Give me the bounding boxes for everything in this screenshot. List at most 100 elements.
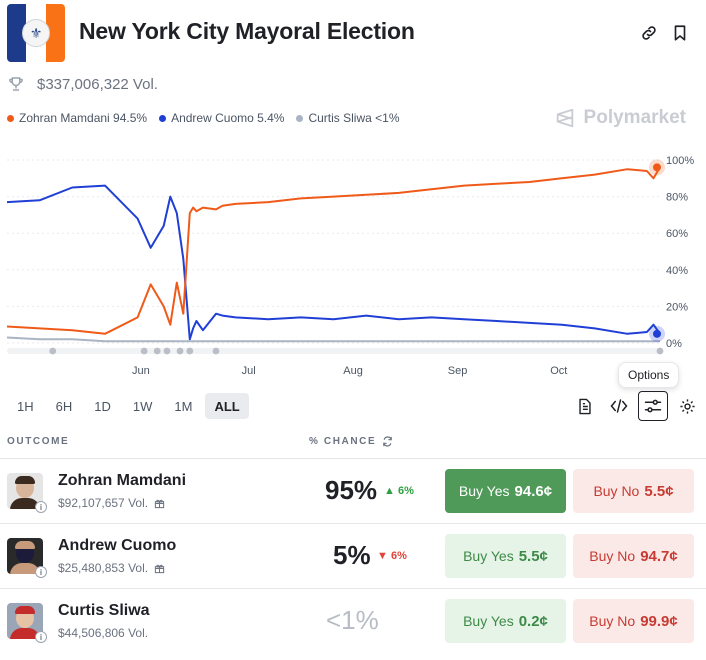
y-tick-label: 60% xyxy=(666,228,688,240)
info-icon[interactable]: i xyxy=(35,566,47,578)
chart-tools xyxy=(570,391,702,421)
info-icon[interactable]: i xyxy=(35,501,47,513)
price-chart-svg[interactable]: 100% 80% 60% 40% 20% 0% Jun Jul Aug Sep Oct xyxy=(0,150,706,380)
chart-legend: Zohran Mamdani 94.5% Andrew Cuomo 5.4% C… xyxy=(7,110,400,126)
y-tick-label: 80% xyxy=(666,192,688,204)
y-tick-label: 20% xyxy=(666,301,688,313)
y-tick-label: 40% xyxy=(666,265,688,277)
info-icon[interactable]: i xyxy=(35,631,47,643)
chance-delta-value: 6% xyxy=(390,550,407,562)
event-marker xyxy=(153,347,161,355)
options-tooltip: Options xyxy=(618,362,680,388)
event-marker xyxy=(49,347,57,355)
outcome-volume: $92,107,657 Vol. xyxy=(58,496,165,510)
chance-delta-value: 6% xyxy=(397,485,414,497)
event-marker xyxy=(212,347,220,355)
bookmark-icon[interactable] xyxy=(669,22,691,44)
x-tick-label: Aug xyxy=(343,365,363,377)
series-line-andrew-cuomo xyxy=(6,184,661,341)
legend-item-mamdani: Zohran Mamdani 94.5% xyxy=(7,111,147,125)
legend-label: Curtis Sliwa <1% xyxy=(308,111,400,125)
outcome-chance: <1% xyxy=(326,605,379,635)
gift-icon xyxy=(154,499,165,508)
price-chart[interactable]: 100% 80% 60% 40% 20% 0% Jun Jul Aug Sep Oct xyxy=(0,150,706,380)
watermark-text: Polymarket xyxy=(583,107,686,128)
legend-label: Zohran Mamdani 94.5% xyxy=(19,111,148,125)
outcome-volume-text: $25,480,853 Vol. xyxy=(58,561,149,575)
chance-delta: ▼ 6% xyxy=(377,550,407,562)
document-icon[interactable] xyxy=(570,391,600,421)
y-tick-label: 0% xyxy=(666,338,682,350)
buy-yes-button[interactable]: Buy Yes 0.2¢ xyxy=(445,599,566,643)
x-tick-label: Jul xyxy=(242,365,256,377)
event-marker xyxy=(163,347,171,355)
legend-dot xyxy=(7,114,14,122)
event-marker xyxy=(656,347,664,355)
series-end-dot xyxy=(653,329,661,338)
polymarket-logo-icon xyxy=(556,108,573,128)
outcome-column-header: OUTCOME xyxy=(7,436,70,447)
sliders-icon[interactable] xyxy=(638,391,668,421)
event-marker xyxy=(140,347,148,355)
table-divider xyxy=(0,458,706,459)
outcome-chance: 5% xyxy=(333,540,371,570)
buy-no-button[interactable]: Buy No 99.9¢ xyxy=(573,599,694,643)
table-divider xyxy=(0,523,706,524)
outcome-volume: $25,480,853 Vol. xyxy=(58,561,165,575)
legend-item-cuomo: Andrew Cuomo 5.4% xyxy=(159,111,284,125)
event-marker xyxy=(186,347,194,355)
legend-dot xyxy=(296,114,304,122)
x-tick-label: Oct xyxy=(550,365,567,377)
buy-no-button[interactable]: Buy No 5.5¢ xyxy=(573,469,694,513)
volume-text: $337,006,322 Vol. xyxy=(37,75,158,93)
range-all[interactable]: ALL xyxy=(205,393,249,419)
outcome-name: Andrew Cuomo xyxy=(58,537,177,554)
refresh-icon[interactable] xyxy=(382,436,393,447)
legend-item-sliwa: Curtis Sliwa <1% xyxy=(296,111,400,125)
outcome-row-mamdani[interactable]: i Zohran Mamdani $92,107,657 Vol. 95% ▲ … xyxy=(0,459,706,523)
link-icon[interactable] xyxy=(638,22,660,44)
series-line-zohran-mamdani xyxy=(6,166,661,335)
gift-icon xyxy=(154,564,165,573)
gear-icon[interactable] xyxy=(672,391,702,421)
outcome-row-cuomo[interactable]: i Andrew Cuomo $25,480,853 Vol. 5% ▼ 6% … xyxy=(0,524,706,588)
range-1h[interactable]: 1H xyxy=(17,398,34,414)
chance-column-header: % CHANCE xyxy=(309,436,393,447)
nyc-flag-icon: ⚜ xyxy=(7,4,65,62)
buy-no-button[interactable]: Buy No 94.7¢ xyxy=(573,534,694,578)
legend-dot xyxy=(159,114,167,122)
outcome-name: Zohran Mamdani xyxy=(58,472,187,489)
x-tick-label: Jun xyxy=(132,365,150,377)
avatar xyxy=(7,603,43,639)
page-title: New York City Mayoral Election xyxy=(79,18,415,44)
outcome-chance: 95% xyxy=(325,475,378,505)
market-header: ⚜ New York City Mayoral Election xyxy=(7,4,699,62)
legend-label: Andrew Cuomo 5.4% xyxy=(171,111,285,125)
y-tick-label: 100% xyxy=(666,155,694,167)
code-icon[interactable] xyxy=(604,391,634,421)
outcome-name: Curtis Sliwa xyxy=(58,602,150,619)
trophy-icon xyxy=(9,77,23,91)
buy-yes-button[interactable]: Buy Yes 94.6¢ xyxy=(445,469,566,513)
outcome-row-sliwa[interactable]: i Curtis Sliwa $44,506,806 Vol. <1% Buy … xyxy=(0,589,706,653)
buy-yes-button[interactable]: Buy Yes 5.5¢ xyxy=(445,534,566,578)
range-1d[interactable]: 1D xyxy=(94,398,111,414)
chance-delta: ▲ 6% xyxy=(384,485,414,497)
chance-header-label: % CHANCE xyxy=(309,436,377,447)
table-divider xyxy=(0,588,706,589)
outcome-volume: $44,506,806 Vol. xyxy=(58,626,148,640)
x-tick-label: Sep xyxy=(448,365,468,377)
event-marker xyxy=(176,347,184,355)
city-seal-icon: ⚜ xyxy=(22,19,50,47)
market-volume: $337,006,322 Vol. xyxy=(7,74,158,94)
outcome-volume-text: $44,506,806 Vol. xyxy=(58,626,149,640)
outcome-table-header: OUTCOME % CHANCE xyxy=(7,436,699,456)
outcome-volume-text: $92,107,657 Vol. xyxy=(58,496,149,510)
range-1m[interactable]: 1M xyxy=(174,398,193,414)
time-range-selector: 1H 6H 1D 1W 1M ALL xyxy=(8,393,249,419)
event-marker-track xyxy=(7,348,660,354)
range-6h[interactable]: 6H xyxy=(55,398,73,414)
series-end-dot xyxy=(653,163,661,172)
polymarket-watermark: Polymarket xyxy=(554,107,686,129)
range-1w[interactable]: 1W xyxy=(132,398,153,414)
